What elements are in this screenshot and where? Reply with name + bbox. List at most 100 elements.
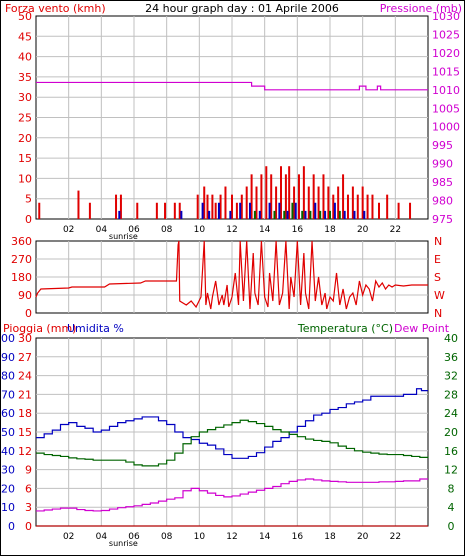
- climate-x-tick-label: 10: [194, 532, 206, 542]
- climate-x-tick-label: 04: [96, 532, 108, 542]
- climate-x-tick-label: 22: [390, 532, 401, 542]
- temperature-y-tick-label: 16: [444, 445, 458, 458]
- pressure-axis-title: Pressione (mb): [380, 2, 462, 15]
- wind-y-tick-label: 10: [18, 172, 32, 185]
- wind-x-tick-label: 22: [390, 225, 401, 235]
- humidity-y-tick-label: 30: [1, 464, 15, 477]
- temperature-y-tick-label: 12: [444, 464, 458, 477]
- pressure-y-tick-label: 980: [432, 195, 453, 208]
- humidity-y-tick-label: 100: [1, 332, 15, 345]
- wind-x-tick-label: 18: [324, 225, 336, 235]
- chart-title: 24 hour graph day : 01 Aprile 2006: [145, 2, 339, 15]
- humidity-y-tick-label: 40: [1, 445, 15, 458]
- rain-y-tick-label: 24: [18, 370, 32, 383]
- wind-y-tick-label: 25: [18, 112, 32, 125]
- wind-x-tick-label: 02: [63, 225, 74, 235]
- rain-y-tick-label: 18: [18, 407, 32, 420]
- wind-y-tick-label: 15: [18, 152, 32, 165]
- pressure-y-tick-label: 985: [432, 176, 453, 189]
- pressure-y-tick-label: 1015: [432, 65, 460, 78]
- temperature-line: [36, 419, 429, 467]
- humidity-y-tick-label: 70: [1, 388, 15, 401]
- direction-compass-label: N: [434, 235, 442, 248]
- direction-y-tick-label: 360: [11, 235, 32, 248]
- temperature-y-tick-label: 28: [444, 388, 458, 401]
- climate-x-tick-label: 12: [226, 532, 237, 542]
- wind-y-tick-label: 35: [18, 71, 32, 84]
- rain-y-tick-label: 12: [18, 445, 32, 458]
- humidity-line: [36, 388, 428, 459]
- direction-compass-label: W: [434, 289, 445, 302]
- wind-sunrise-label: sunrise: [109, 232, 138, 241]
- wind-x-tick-label: 12: [226, 225, 237, 235]
- wind-axis-title: Forza vento (kmh): [5, 2, 106, 15]
- temperature-y-tick-label: 20: [444, 426, 458, 439]
- climate-x-tick-label: 08: [161, 532, 173, 542]
- temperature-y-tick-label: 8: [448, 482, 455, 495]
- temperature-y-tick-label: 0: [448, 520, 455, 533]
- temperature-y-tick-label: 36: [444, 351, 458, 364]
- wind-direction-line: [35, 240, 428, 310]
- temperature-y-tick-label: 4: [448, 501, 455, 514]
- direction-y-tick-label: 270: [11, 253, 32, 266]
- wind-y-tick-label: 45: [18, 30, 32, 43]
- humidity-axis-title: Umidita %: [67, 322, 124, 335]
- wind-x-tick-label: 04: [96, 225, 108, 235]
- direction-compass-label: N: [434, 307, 442, 320]
- wind-y-tick-label: 40: [18, 51, 32, 64]
- wind-x-tick-label: 06: [128, 225, 140, 235]
- temperature-y-tick-label: 40: [444, 332, 458, 345]
- humidity-y-tick-label: 20: [1, 482, 15, 495]
- temperature-axis-title: Temperatura (°C): [297, 322, 393, 335]
- wind-y-tick-label: 50: [18, 10, 32, 23]
- direction-compass-label: S: [434, 271, 441, 284]
- rain-y-tick-label: 15: [18, 426, 32, 439]
- pressure-y-tick-label: 1025: [432, 28, 460, 41]
- wind-x-tick-label: 14: [259, 225, 271, 235]
- climate-x-tick-label: 20: [357, 532, 369, 542]
- climate-x-tick-label: 02: [63, 532, 74, 542]
- climate-x-tick-label: 18: [324, 532, 336, 542]
- pressure-y-tick-label: 995: [432, 139, 453, 152]
- rain-y-tick-label: 21: [18, 388, 32, 401]
- rain-y-tick-label: 3: [25, 501, 32, 514]
- humidity-y-tick-label: 60: [1, 407, 15, 420]
- humidity-y-tick-label: 0: [8, 520, 15, 533]
- pressure-y-tick-label: 1000: [432, 121, 460, 134]
- climate-sunrise-label: sunrise: [109, 539, 138, 548]
- pressure-y-tick-label: 1005: [432, 102, 460, 115]
- pressure-y-tick-label: 1030: [432, 10, 460, 23]
- rain-y-tick-label: 9: [25, 464, 32, 477]
- wind-y-tick-label: 30: [18, 91, 32, 104]
- wind-x-tick-label: 08: [161, 225, 173, 235]
- climate-x-tick-label: 16: [292, 532, 304, 542]
- rain-axis-title: Pioggia (mm): [3, 322, 76, 335]
- dewpoint-line: [36, 478, 428, 512]
- wind-y-tick-label: 0: [25, 213, 32, 226]
- direction-compass-label: E: [434, 253, 441, 266]
- pressure-y-tick-label: 1010: [432, 84, 460, 97]
- rain-y-tick-label: 0: [25, 520, 32, 533]
- direction-y-tick-label: 180: [11, 271, 32, 284]
- dewpoint-axis-title: Dew Point: [394, 322, 450, 335]
- temperature-y-tick-label: 32: [444, 370, 458, 383]
- wind-x-tick-label: 20: [357, 225, 369, 235]
- pressure-y-tick-label: 1020: [432, 47, 460, 60]
- humidity-y-tick-label: 50: [1, 426, 15, 439]
- climate-x-tick-label: 06: [128, 532, 140, 542]
- direction-y-tick-label: 90: [18, 289, 32, 302]
- rain-y-tick-label: 30: [18, 332, 32, 345]
- humidity-y-tick-label: 90: [1, 351, 15, 364]
- pressure-y-tick-label: 990: [432, 158, 453, 171]
- climate-x-tick-label: 14: [259, 532, 271, 542]
- temperature-y-tick-label: 24: [444, 407, 458, 420]
- wind-x-tick-label: 10: [194, 225, 206, 235]
- rain-y-tick-label: 27: [18, 351, 32, 364]
- pressure-line: [36, 81, 428, 91]
- humidity-y-tick-label: 10: [1, 501, 15, 514]
- wind-x-tick-label: 16: [292, 225, 304, 235]
- direction-y-tick-label: 0: [25, 307, 32, 320]
- rain-y-tick-label: 6: [25, 482, 32, 495]
